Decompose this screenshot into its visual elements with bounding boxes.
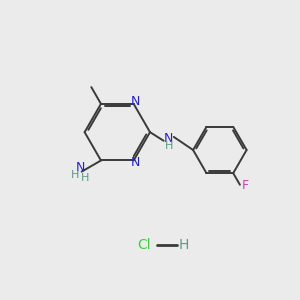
Text: N: N xyxy=(164,132,173,145)
Text: F: F xyxy=(242,179,249,192)
Text: N: N xyxy=(130,156,140,170)
Text: N: N xyxy=(130,95,140,108)
Text: N: N xyxy=(76,161,85,174)
Text: H: H xyxy=(164,141,173,151)
Text: H: H xyxy=(80,172,89,183)
Text: H: H xyxy=(71,170,79,180)
Text: Cl: Cl xyxy=(137,238,151,252)
Text: H: H xyxy=(179,238,189,252)
